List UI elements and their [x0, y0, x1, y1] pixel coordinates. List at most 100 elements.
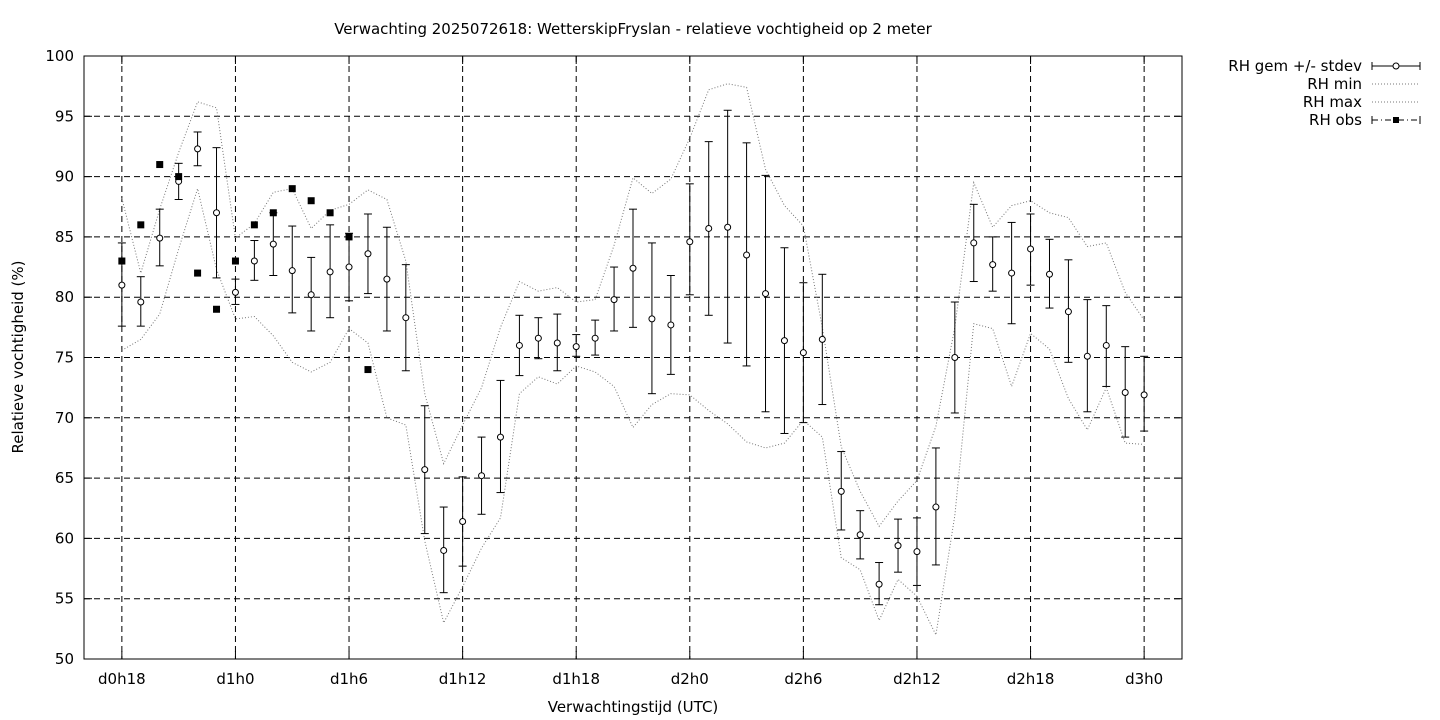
mean-point [932, 503, 940, 511]
y-tick-label: 70 [55, 409, 74, 427]
mean-point [1027, 245, 1035, 253]
mean-point [194, 145, 202, 153]
mean-point [478, 472, 486, 480]
x-tick-label: d1h0 [216, 670, 254, 688]
y-axis-label: Relatieve vochtigheid (%) [9, 260, 27, 453]
obs-point [175, 173, 183, 181]
y-tick-label: 75 [55, 349, 74, 367]
legend-swatch [1392, 62, 1400, 70]
obs-point [307, 197, 315, 205]
chart-title: Verwachting 2025072618: WetterskipFrysla… [334, 20, 932, 38]
series-line-rh-min [121, 186, 1145, 637]
mean-point [345, 263, 353, 271]
mean-point [326, 268, 334, 276]
mean-point [402, 314, 410, 322]
mean-point [780, 337, 788, 345]
mean-point [629, 264, 637, 272]
mean-point [1045, 270, 1053, 278]
x-tick-label: d2h18 [1007, 670, 1055, 688]
obs-point [231, 257, 239, 265]
obs-point [364, 366, 372, 374]
mean-point [1140, 391, 1148, 399]
legend-swatch [1393, 117, 1399, 123]
obs-point [288, 185, 296, 193]
mean-point [572, 343, 580, 351]
series-line-rh-max [121, 83, 1145, 528]
legend-label: RH max [1303, 93, 1362, 111]
y-tick-label: 50 [55, 650, 74, 668]
x-tick-label: d0h18 [98, 670, 146, 688]
error-bars [117, 109, 1149, 606]
mean-point [383, 275, 391, 283]
y-tick-label: 60 [55, 529, 74, 547]
mean-point [705, 224, 713, 232]
x-tick-label: d3h0 [1125, 670, 1163, 688]
mean-point [534, 334, 542, 342]
x-tick-label: d2h0 [671, 670, 709, 688]
obs-point [137, 221, 145, 229]
mean-point [231, 288, 239, 296]
mean-point [137, 298, 145, 306]
mean-point [250, 257, 258, 265]
mean-point [440, 546, 448, 554]
mean-point [156, 234, 164, 242]
mean-point [213, 209, 221, 217]
x-tick-label: d1h18 [552, 670, 600, 688]
mean-point [724, 223, 732, 231]
mean-point [686, 238, 694, 246]
mean-point [515, 341, 523, 349]
min-max-lines [121, 83, 1145, 637]
grid [84, 56, 1182, 659]
legend-label: RH min [1307, 75, 1362, 93]
mean-point [667, 321, 675, 329]
y-tick-label: 55 [55, 590, 74, 608]
mean-point [951, 354, 959, 361]
obs-point [269, 209, 277, 217]
mean-point [610, 296, 618, 304]
mean-point [856, 531, 864, 539]
mean-point [118, 281, 126, 289]
y-tick-label: 90 [55, 168, 74, 186]
mean-point [989, 261, 997, 269]
mean-point [913, 548, 921, 556]
mean-point [818, 335, 826, 343]
mean-point [591, 334, 599, 342]
mean-point [459, 518, 467, 526]
legend-label: RH obs [1309, 111, 1362, 129]
mean-point [288, 267, 296, 275]
obs-point [250, 221, 258, 229]
obs-point [194, 269, 202, 277]
mean-point [837, 487, 845, 495]
mean-point [364, 250, 372, 258]
legend-label: RH gem +/- stdev [1228, 57, 1362, 75]
mean-point [269, 240, 277, 248]
mean-point [1121, 388, 1129, 396]
obs-point [118, 257, 126, 265]
x-tick-label: d1h6 [330, 670, 368, 688]
y-tick-label: 100 [45, 47, 74, 65]
obs-point [326, 209, 334, 217]
mean-point [648, 315, 656, 323]
x-tick-label: d1h12 [439, 670, 487, 688]
mean-point [799, 349, 807, 357]
observation-points [118, 161, 372, 374]
y-tick-label: 85 [55, 228, 74, 246]
mean-point [743, 251, 751, 259]
mean-point [970, 239, 978, 247]
y-tick-label: 80 [55, 288, 74, 306]
mean-point [762, 290, 770, 298]
mean-point [875, 580, 883, 588]
mean-point [1008, 269, 1016, 277]
mean-point [1083, 352, 1091, 360]
x-axis-ticks: d0h18 d1h0 d1h6 d1h12 d1h18 d2h0 d2h6 d2h12 d2h1… [98, 56, 1163, 688]
mean-point [553, 339, 561, 347]
obs-point [213, 305, 221, 313]
y-axis-ticks: 50 55 60 65 70 75 80 85 90 95 100 [45, 47, 1182, 668]
mean-point [1064, 308, 1072, 316]
mean-point [496, 433, 504, 441]
mean-point [894, 542, 902, 550]
x-tick-label: d2h6 [784, 670, 822, 688]
mean-point [421, 466, 429, 474]
